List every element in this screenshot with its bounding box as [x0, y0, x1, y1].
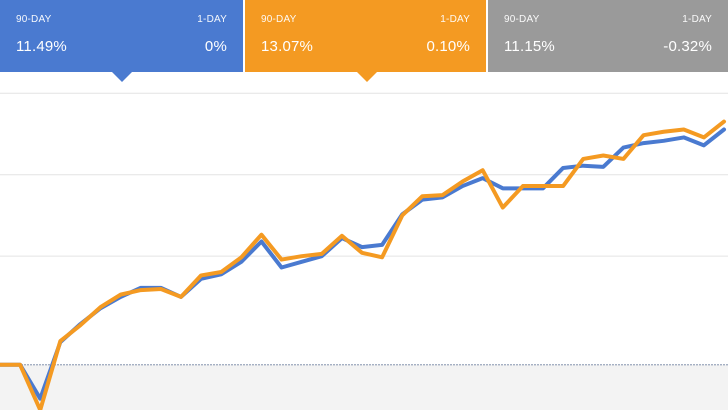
day-label: 1-DAY: [682, 14, 712, 25]
period-return: 13.07%: [261, 38, 314, 55]
series-line-2: [0, 119, 726, 410]
period-label: 90-DAY: [16, 14, 52, 25]
period-label: 90-DAY: [261, 14, 297, 25]
performance-tab-2[interactable]: 90-DAY 1-DAY 13.07% 0.10%: [243, 0, 486, 82]
day-label: 1-DAY: [440, 14, 470, 25]
day-return: 0.10%: [426, 38, 470, 55]
performance-tab-1[interactable]: 90-DAY 1-DAY 11.49% 0%: [0, 0, 243, 82]
day-return: 0%: [204, 38, 227, 55]
period-return: 11.49%: [16, 38, 67, 55]
day-return: -0.32%: [663, 38, 712, 55]
performance-tab-3[interactable]: 90-DAY 1-DAY 11.15% -0.32%: [486, 0, 728, 72]
period-return: 11.15%: [504, 38, 555, 55]
day-label: 1-DAY: [197, 14, 227, 25]
performance-tabs: 90-DAY 1-DAY 11.49% 0% 90-DAY 1-DAY 13.0…: [0, 0, 728, 82]
selected-pointer-icon: [357, 72, 377, 82]
period-label: 90-DAY: [504, 14, 540, 25]
performance-line-chart: [0, 92, 728, 410]
below-baseline-area: [0, 364, 728, 410]
selected-pointer-icon: [112, 72, 132, 82]
series-line-1: [0, 127, 726, 401]
